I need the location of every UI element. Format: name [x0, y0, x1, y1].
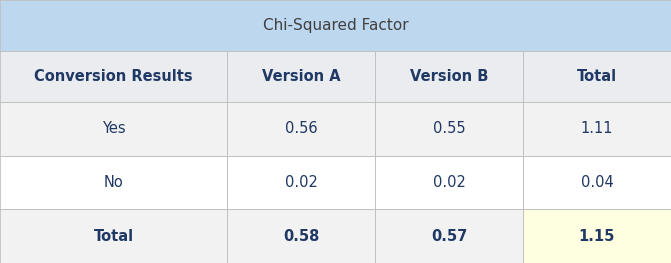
Text: No: No — [104, 175, 123, 190]
Bar — [0, 156, 227, 209]
Bar — [523, 209, 671, 263]
Text: Version B: Version B — [410, 69, 488, 84]
Text: Version A: Version A — [262, 69, 340, 84]
Bar — [0, 0, 671, 51]
Text: 0.02: 0.02 — [433, 175, 466, 190]
Bar — [375, 102, 523, 156]
Text: 0.04: 0.04 — [580, 175, 613, 190]
Bar — [523, 51, 671, 102]
Bar — [0, 51, 227, 102]
Text: 0.02: 0.02 — [285, 175, 317, 190]
Text: Total: Total — [577, 69, 617, 84]
Bar — [0, 209, 227, 263]
Bar — [375, 156, 523, 209]
Text: 0.58: 0.58 — [283, 229, 319, 244]
Text: 1.15: 1.15 — [578, 229, 615, 244]
Text: 0.55: 0.55 — [433, 121, 465, 136]
Bar — [523, 102, 671, 156]
Text: 0.56: 0.56 — [285, 121, 317, 136]
Bar — [375, 209, 523, 263]
Bar — [375, 51, 523, 102]
Text: Chi-Squared Factor: Chi-Squared Factor — [262, 18, 409, 33]
Bar — [227, 209, 375, 263]
Bar — [523, 156, 671, 209]
Bar — [227, 102, 375, 156]
Text: Total: Total — [94, 229, 134, 244]
Bar — [227, 156, 375, 209]
Bar — [227, 51, 375, 102]
Text: 0.57: 0.57 — [431, 229, 467, 244]
Text: 1.11: 1.11 — [580, 121, 613, 136]
Text: Conversion Results: Conversion Results — [34, 69, 193, 84]
Text: Yes: Yes — [102, 121, 125, 136]
Bar — [0, 102, 227, 156]
